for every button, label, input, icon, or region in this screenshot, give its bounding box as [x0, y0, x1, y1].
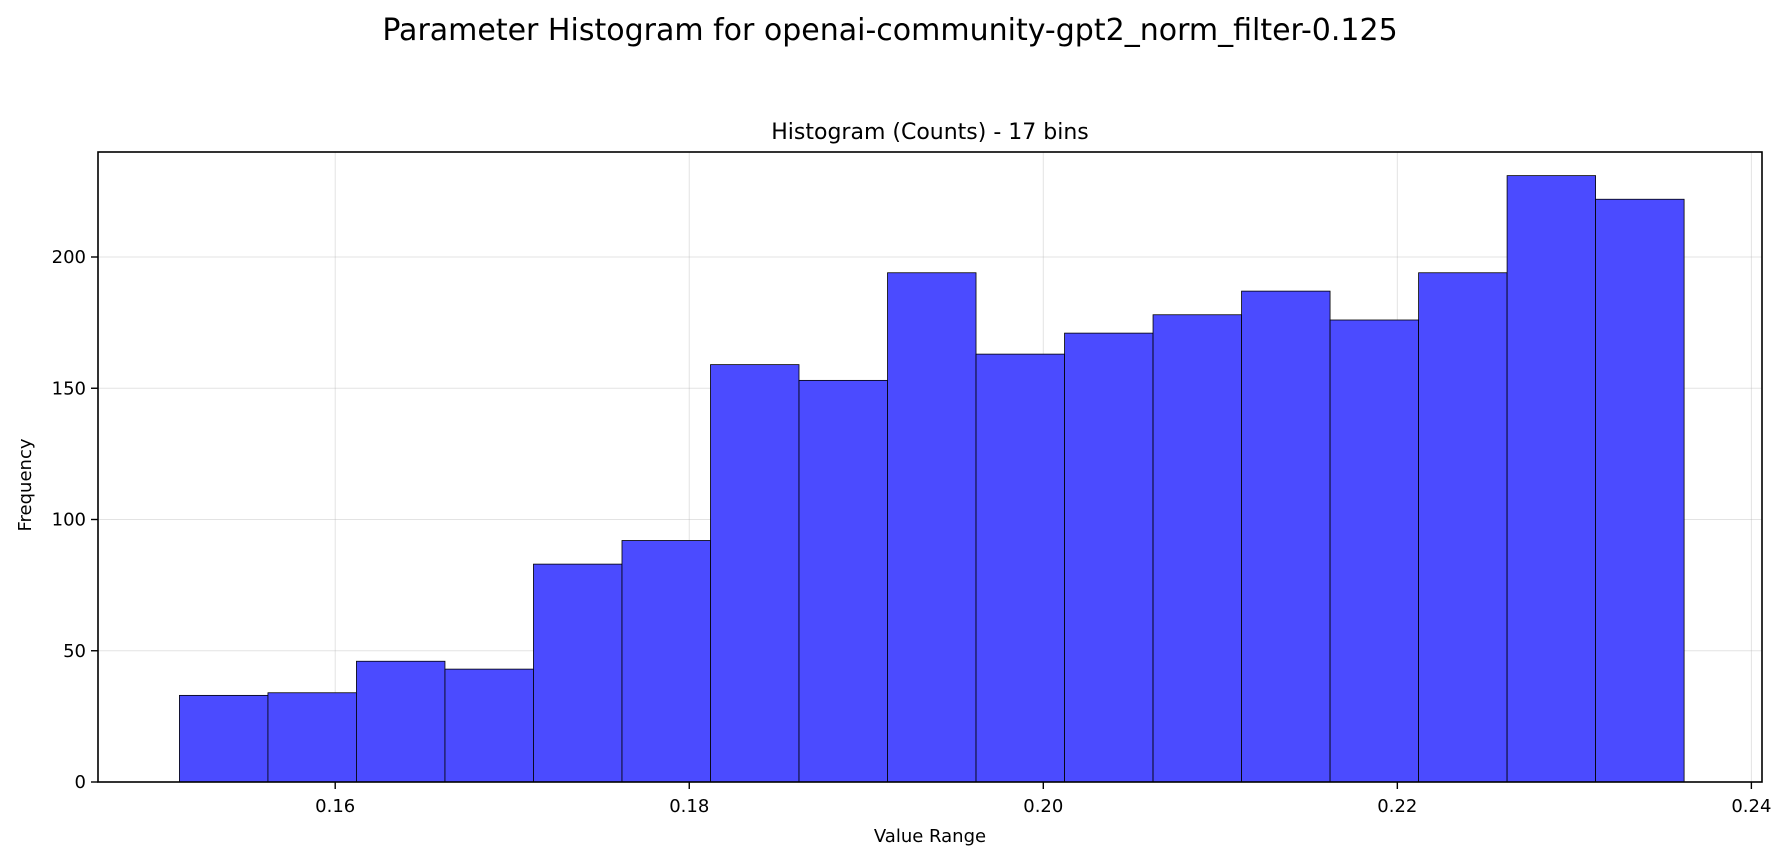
y-axis-ticks: 0 50 100 150 200 — [52, 247, 98, 793]
histogram-bar — [1241, 290, 1331, 783]
histogram-bar — [1506, 175, 1596, 783]
plot-frame — [97, 151, 1763, 783]
histogram-bar — [887, 272, 977, 783]
histogram-bar — [621, 540, 711, 783]
histogram-bar — [1418, 272, 1508, 783]
histogram-bar — [533, 563, 623, 783]
histogram-bar — [444, 668, 534, 783]
axes-title: Histogram (Counts) - 17 bins — [771, 120, 1088, 145]
histogram-bar — [1152, 314, 1242, 783]
histogram-bars — [179, 175, 1685, 783]
y-tick-label: 0 — [75, 772, 86, 793]
histogram-bar — [1595, 198, 1685, 783]
y-tick-label: 50 — [63, 641, 86, 662]
histogram-bar — [356, 660, 446, 783]
x-tick-label: 0.16 — [315, 796, 355, 817]
y-tick-label: 200 — [52, 247, 86, 268]
y-axis-label: Frequency — [15, 438, 36, 531]
x-tick-label: 0.18 — [669, 796, 709, 817]
histogram-bar — [267, 692, 357, 783]
histogram-bar — [1064, 332, 1154, 783]
figure-suptitle: Parameter Histogram for openai-community… — [382, 13, 1397, 48]
y-tick-label: 100 — [52, 510, 86, 531]
x-axis-ticks: 0.16 0.18 0.20 0.22 0.24 — [315, 782, 1771, 817]
histogram-bar — [1329, 319, 1419, 783]
histogram-bar — [179, 694, 269, 783]
x-tick-label: 0.24 — [1731, 796, 1771, 817]
histogram-bar — [798, 379, 888, 783]
x-tick-label: 0.20 — [1023, 796, 1063, 817]
histogram-bar — [710, 364, 800, 783]
histogram-bar — [975, 353, 1065, 783]
x-tick-label: 0.22 — [1377, 796, 1417, 817]
x-axis-label: Value Range — [874, 826, 986, 847]
y-tick-label: 150 — [52, 378, 86, 399]
